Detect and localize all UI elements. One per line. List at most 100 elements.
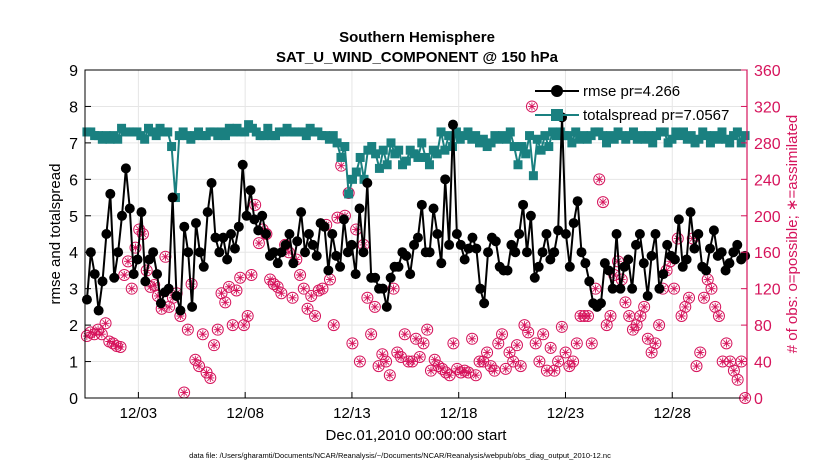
totalspread-point — [163, 127, 173, 137]
obs-count-point — [286, 291, 299, 304]
rmse-point — [580, 258, 591, 269]
obs-count-point — [413, 351, 426, 363]
legend: rmse pr=4.266 totalspread pr=7.0567 — [535, 83, 729, 124]
obs-count-point — [181, 323, 194, 336]
obs-count-point — [275, 287, 288, 300]
totalspread-point — [328, 131, 338, 141]
obs-count-point — [697, 291, 710, 304]
y-axis-label: rmse and totalspread — [47, 164, 64, 305]
obs-count-point — [466, 332, 479, 345]
obs-count-point — [559, 346, 572, 359]
rmse-point — [479, 298, 490, 309]
totalspread-point — [678, 127, 688, 137]
obs-count-point — [469, 369, 482, 382]
rmse-point — [261, 229, 272, 239]
totalspread-point — [501, 134, 511, 144]
rmse-point — [401, 250, 412, 261]
rmse-point — [229, 243, 240, 254]
totalspread-point — [540, 131, 550, 141]
obs-count-point — [529, 337, 542, 350]
rmse-point — [245, 185, 256, 196]
obs-count-point — [125, 282, 138, 295]
y-tick-label: 1 — [69, 355, 78, 372]
rmse-point — [576, 247, 587, 258]
obs-count-point — [604, 310, 617, 322]
totalspread-point — [648, 138, 658, 148]
totalspread-point — [536, 145, 546, 155]
rmse-point — [685, 207, 696, 218]
rmse-point — [124, 203, 135, 214]
rmse-point — [175, 305, 186, 316]
rmse-point — [241, 210, 252, 221]
rmse-point — [689, 243, 700, 254]
rmse-point — [412, 232, 423, 243]
totalspread-point — [513, 160, 523, 170]
rmse-point — [553, 225, 564, 236]
totalspread-point — [505, 127, 515, 137]
y2-tick-label: 0 — [754, 391, 763, 408]
obs-count-point — [129, 241, 142, 254]
obs-count-point — [323, 273, 336, 286]
totalspread-point — [259, 131, 269, 141]
obs-count-point — [252, 237, 265, 250]
obs-count-point — [507, 355, 520, 368]
totalspread-point — [478, 134, 488, 144]
rmse-point — [300, 247, 311, 258]
rmse-point — [603, 265, 614, 276]
obs-count-point — [208, 339, 221, 352]
rmse-point — [226, 229, 237, 239]
x-tick-label: 12/23 — [547, 405, 585, 422]
obs-count-point — [107, 337, 120, 350]
obs-count-point — [189, 353, 202, 366]
obs-count-point — [638, 300, 651, 313]
totalspread-point — [436, 127, 446, 137]
obs-count-point — [297, 282, 310, 295]
totalspread-point — [355, 152, 365, 162]
y-tick-label: 9 — [69, 63, 78, 80]
rmse-point — [514, 229, 525, 239]
rmse-point — [190, 218, 201, 229]
rmse-point — [584, 276, 595, 287]
rmse-point — [167, 192, 178, 203]
obs-count-point — [525, 100, 538, 113]
obs-count-point — [95, 328, 108, 341]
rmse-point — [432, 229, 443, 239]
obs-count-point — [395, 351, 408, 363]
totalspread-point — [432, 149, 442, 159]
rmse-point — [525, 210, 536, 221]
rmse-point — [105, 188, 116, 199]
rmse-point — [708, 225, 719, 236]
rmse-point — [288, 258, 299, 269]
rmse-point — [109, 272, 120, 283]
obs-count-point — [668, 282, 681, 295]
legend-spread-label: totalspread pr=7.0567 — [583, 107, 729, 124]
obs-count-point — [510, 339, 523, 352]
obs-count-point — [346, 337, 359, 350]
totalspread-point — [713, 134, 723, 144]
rmse-point — [436, 258, 447, 269]
totalspread-point — [628, 127, 638, 137]
y-tick-label: 8 — [69, 99, 78, 116]
rmse-point — [455, 239, 466, 250]
totalspread-point — [332, 138, 342, 148]
rmse-point — [510, 247, 521, 258]
obs-count-point — [417, 337, 430, 350]
obs-count-point — [623, 310, 636, 322]
rmse-point — [521, 247, 532, 258]
totalspread-point — [440, 145, 450, 155]
obs-count-point — [309, 310, 322, 322]
rmse-point — [693, 229, 704, 239]
totalspread-point — [240, 127, 250, 137]
rmse-point — [163, 283, 174, 294]
rmse-point — [120, 163, 131, 174]
rmse-point — [183, 247, 194, 258]
rmse-point — [385, 272, 396, 283]
obs-count-point — [294, 269, 307, 281]
totalspread-point — [301, 131, 311, 141]
rmse-point — [171, 290, 182, 301]
rmse-point — [642, 290, 653, 301]
obs-count-point — [488, 364, 501, 377]
totalspread-point — [451, 127, 461, 137]
y2-tick-label: 240 — [754, 172, 781, 189]
rmse-point — [155, 298, 166, 309]
